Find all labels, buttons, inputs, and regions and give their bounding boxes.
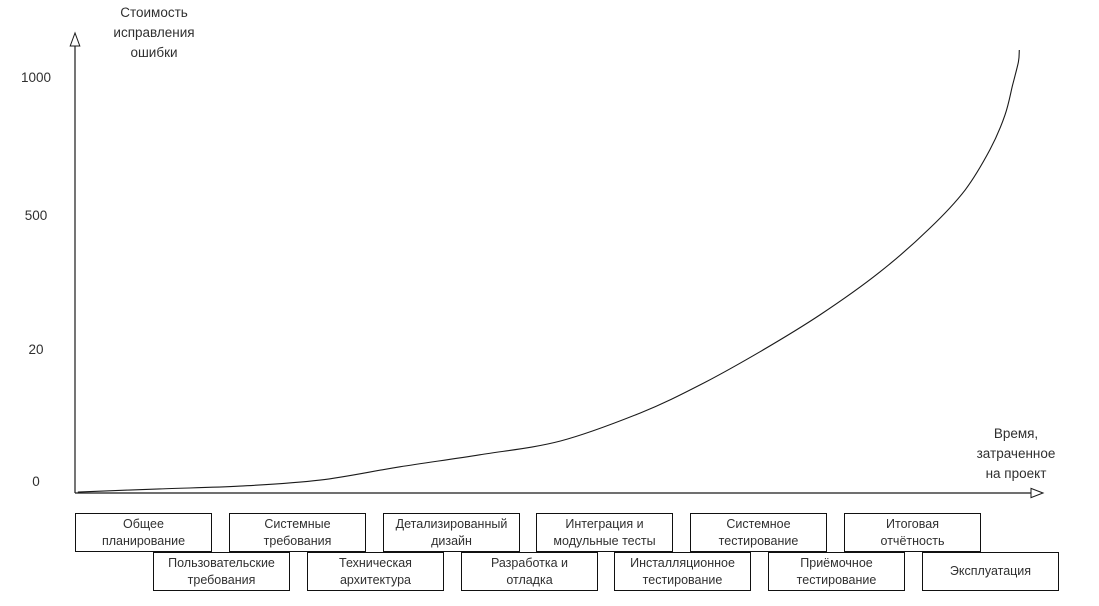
phase-box-label: Системные (264, 516, 331, 531)
y-tick-label: 0 (32, 473, 40, 489)
phase-box-label: Техническая (339, 555, 412, 570)
y-axis-title: Стоимость исправления ошибки (64, 3, 244, 63)
phase-box-label: требования (263, 533, 332, 548)
phase-box: Интеграция и модульные тесты (536, 513, 673, 552)
phase-box: Эксплуатация (922, 552, 1059, 591)
phase-box-label: Приёмочное (800, 555, 873, 570)
x-axis-title: Время, затраченное на проект (926, 424, 1099, 484)
phase-box-label: Эксплуатация (949, 564, 1032, 578)
phase-box-label: планирование (101, 533, 186, 548)
y-axis-title-line: Стоимость (120, 5, 188, 20)
phase-box: Итоговая отчётность (844, 513, 981, 552)
x-axis-title-line: Время, (993, 426, 1039, 441)
phase-box-label: Интеграция и (565, 516, 644, 531)
phase-box-label: модульные тесты (553, 533, 656, 548)
phase-box-label: требования (187, 572, 256, 587)
y-axis-arrowhead-icon (69, 31, 81, 47)
phase-box: Системные требования (229, 513, 366, 552)
phase-box-label: Разработка и (490, 555, 569, 570)
y-tick-label: 1000 (20, 70, 52, 86)
phase-box-label: Пользовательские (168, 555, 275, 570)
x-axis-title-line: на проект (985, 466, 1047, 481)
phase-box-label: отчётность (880, 533, 945, 548)
phase-box-label: тестирование (718, 533, 799, 548)
y-axis-title-line: ошибки (130, 45, 178, 60)
phase-box-label: Общее (123, 516, 164, 531)
x-axis-arrowhead-icon (1030, 487, 1045, 499)
phase-box-label: архитектура (339, 572, 412, 587)
y-axis-title-line: исправления (113, 25, 195, 40)
phase-box-label: отладка (506, 572, 553, 587)
phase-box: Системное тестирование (690, 513, 827, 552)
phase-box: Общее планирование (75, 513, 212, 552)
x-axis-title-line: затраченное (976, 446, 1056, 461)
phase-box: Детализированный дизайн (383, 513, 520, 552)
phase-box-label: Детализированный (395, 516, 508, 531)
phase-box: Инсталляционное тестирование (614, 552, 751, 591)
phase-box-label: Инсталляционное (630, 555, 735, 570)
phase-box: Пользовательские требования (153, 552, 290, 591)
y-tick-label: 20 (28, 341, 44, 357)
phase-box-label: дизайн (431, 533, 472, 548)
phase-box-label: тестирование (796, 572, 877, 587)
phase-box: Техническая архитектура (307, 552, 444, 591)
phase-box-label: Итоговая (886, 516, 939, 531)
phase-box-label: Системное (726, 516, 791, 531)
y-tick-label: 500 (24, 208, 48, 224)
phase-box: Разработка и отладка (461, 552, 598, 591)
cost-curve (77, 49, 1020, 493)
phase-box-label: тестирование (642, 572, 723, 587)
phase-box: Приёмочное тестирование (768, 552, 905, 591)
